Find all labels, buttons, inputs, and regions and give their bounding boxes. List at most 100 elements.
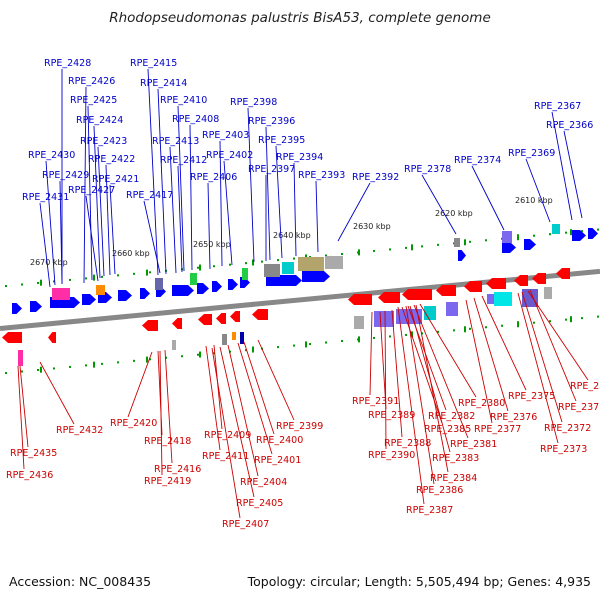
- label-leader-line: [247, 107, 255, 263]
- label-leader-line: [39, 202, 51, 288]
- forward-gene-arrow: [588, 228, 598, 239]
- gene-label: RPE_2412: [160, 155, 207, 166]
- reverse-gene-arrow: [556, 268, 570, 279]
- reverse-gene-arrow: [436, 285, 456, 296]
- tick-dot: [53, 367, 55, 370]
- gene-label: RPE_2432: [56, 425, 103, 436]
- gene-label: RPE_2423: [80, 136, 127, 147]
- label-leader-line: [87, 105, 93, 281]
- reverse-gene-arrow: [486, 278, 506, 289]
- gene-label: RPE_2400: [256, 435, 303, 446]
- forward-gene-arrow: [212, 281, 222, 292]
- gene-label: RPE_2386: [416, 485, 463, 496]
- gene-label: RPE_2430: [28, 150, 75, 161]
- gene-label: RPE_2380: [458, 398, 505, 409]
- label-leader-line: [407, 305, 447, 411]
- tick-dot: [133, 272, 135, 275]
- tick-major: [199, 264, 201, 271]
- tick-dot: [101, 362, 103, 365]
- gene-label: RPE_2376: [490, 412, 537, 423]
- label-leader-line: [85, 195, 99, 282]
- label-leader-line: [59, 180, 63, 285]
- feature-box: [502, 231, 512, 243]
- gene-label: RPE_2392: [352, 172, 399, 183]
- accession-text: Accession: NC_008435: [9, 574, 152, 589]
- forward-gene-arrow: [458, 250, 466, 261]
- tick-dot: [405, 246, 407, 249]
- feature-box: [374, 311, 394, 327]
- gene-label: RPE_2394: [276, 152, 323, 163]
- gene-label: RPE_2381: [450, 439, 497, 450]
- gene-label: RPE_2436: [6, 470, 53, 481]
- tick-major: [464, 326, 466, 333]
- tick-dot: [213, 265, 215, 268]
- label-leader-line: [109, 184, 116, 275]
- label-leader-line: [159, 350, 163, 476]
- gene-label: RPE_2387: [406, 505, 453, 516]
- label-leader-line: [177, 165, 183, 273]
- gene-label: RPE_2411: [202, 451, 249, 462]
- tick-dot: [245, 349, 247, 352]
- tick-dot: [373, 249, 375, 252]
- gene-label: RPE_2407: [222, 519, 269, 530]
- tick-major: [252, 346, 254, 353]
- reverse-gene-arrow: [348, 294, 372, 305]
- label-leader-line: [211, 347, 241, 519]
- gene-label: RPE_2396: [248, 116, 295, 127]
- forward-gene-arrow: [502, 242, 516, 253]
- gene-label: RPE_2395: [258, 135, 305, 146]
- feature-box: [190, 273, 197, 285]
- tick-major: [40, 366, 42, 373]
- label-leader-line: [471, 165, 505, 231]
- tick-dot: [485, 326, 487, 329]
- tick-dot: [197, 266, 199, 269]
- label-leader-line: [529, 289, 577, 402]
- tick-dot: [85, 277, 87, 280]
- tick-dot: [245, 262, 247, 265]
- tick-dot: [229, 350, 231, 353]
- feature-box: [242, 268, 248, 280]
- forward-gene-arrow: [266, 275, 302, 286]
- gene-label: RPE_2415: [130, 58, 177, 69]
- forward-gene-arrow: [30, 301, 42, 312]
- feature-box: [487, 294, 495, 304]
- gene-label: RPE_2420: [110, 418, 157, 429]
- gene-label: RPE_2402: [206, 150, 253, 161]
- label-leader-line: [223, 160, 233, 266]
- gene-label: RPE_2428: [44, 58, 91, 69]
- tick-dot: [565, 231, 567, 234]
- tick-dot: [53, 280, 55, 283]
- tick-dot: [181, 355, 183, 358]
- tick-major: [199, 351, 201, 358]
- gene-label: RPE_2375: [508, 391, 555, 402]
- label-leader-line: [105, 164, 111, 276]
- label-leader-line: [189, 124, 193, 271]
- gene-label: RPE_2390: [368, 450, 415, 461]
- label-leader-line: [164, 349, 173, 464]
- tick-dot: [565, 318, 567, 321]
- feature-box: [522, 289, 538, 307]
- gene-label: RPE_2404: [240, 477, 287, 488]
- tick-dot: [389, 335, 391, 338]
- tick-major: [93, 274, 95, 281]
- label-leader-line: [265, 126, 271, 261]
- tick-dot: [485, 239, 487, 242]
- gene-label: RPE_2425: [70, 95, 117, 106]
- tick-dot: [421, 245, 423, 248]
- label-leader-line: [275, 145, 283, 259]
- feature-box: [424, 306, 436, 320]
- reverse-gene-arrow: [402, 289, 432, 300]
- label-leader-line: [415, 304, 449, 473]
- label-leader-line: [17, 365, 25, 470]
- tick-dot: [597, 228, 599, 231]
- reverse-gene-arrow: [142, 320, 158, 331]
- tick-dot: [197, 353, 199, 356]
- tick-dot: [421, 332, 423, 335]
- feature-box: [172, 340, 176, 350]
- reverse-gene-arrow: [230, 311, 240, 322]
- tick-major: [358, 336, 360, 343]
- gene-label: RPE_2427: [68, 185, 115, 196]
- reverse-gene-arrow: [252, 309, 268, 320]
- forward-gene-arrow: [12, 303, 22, 314]
